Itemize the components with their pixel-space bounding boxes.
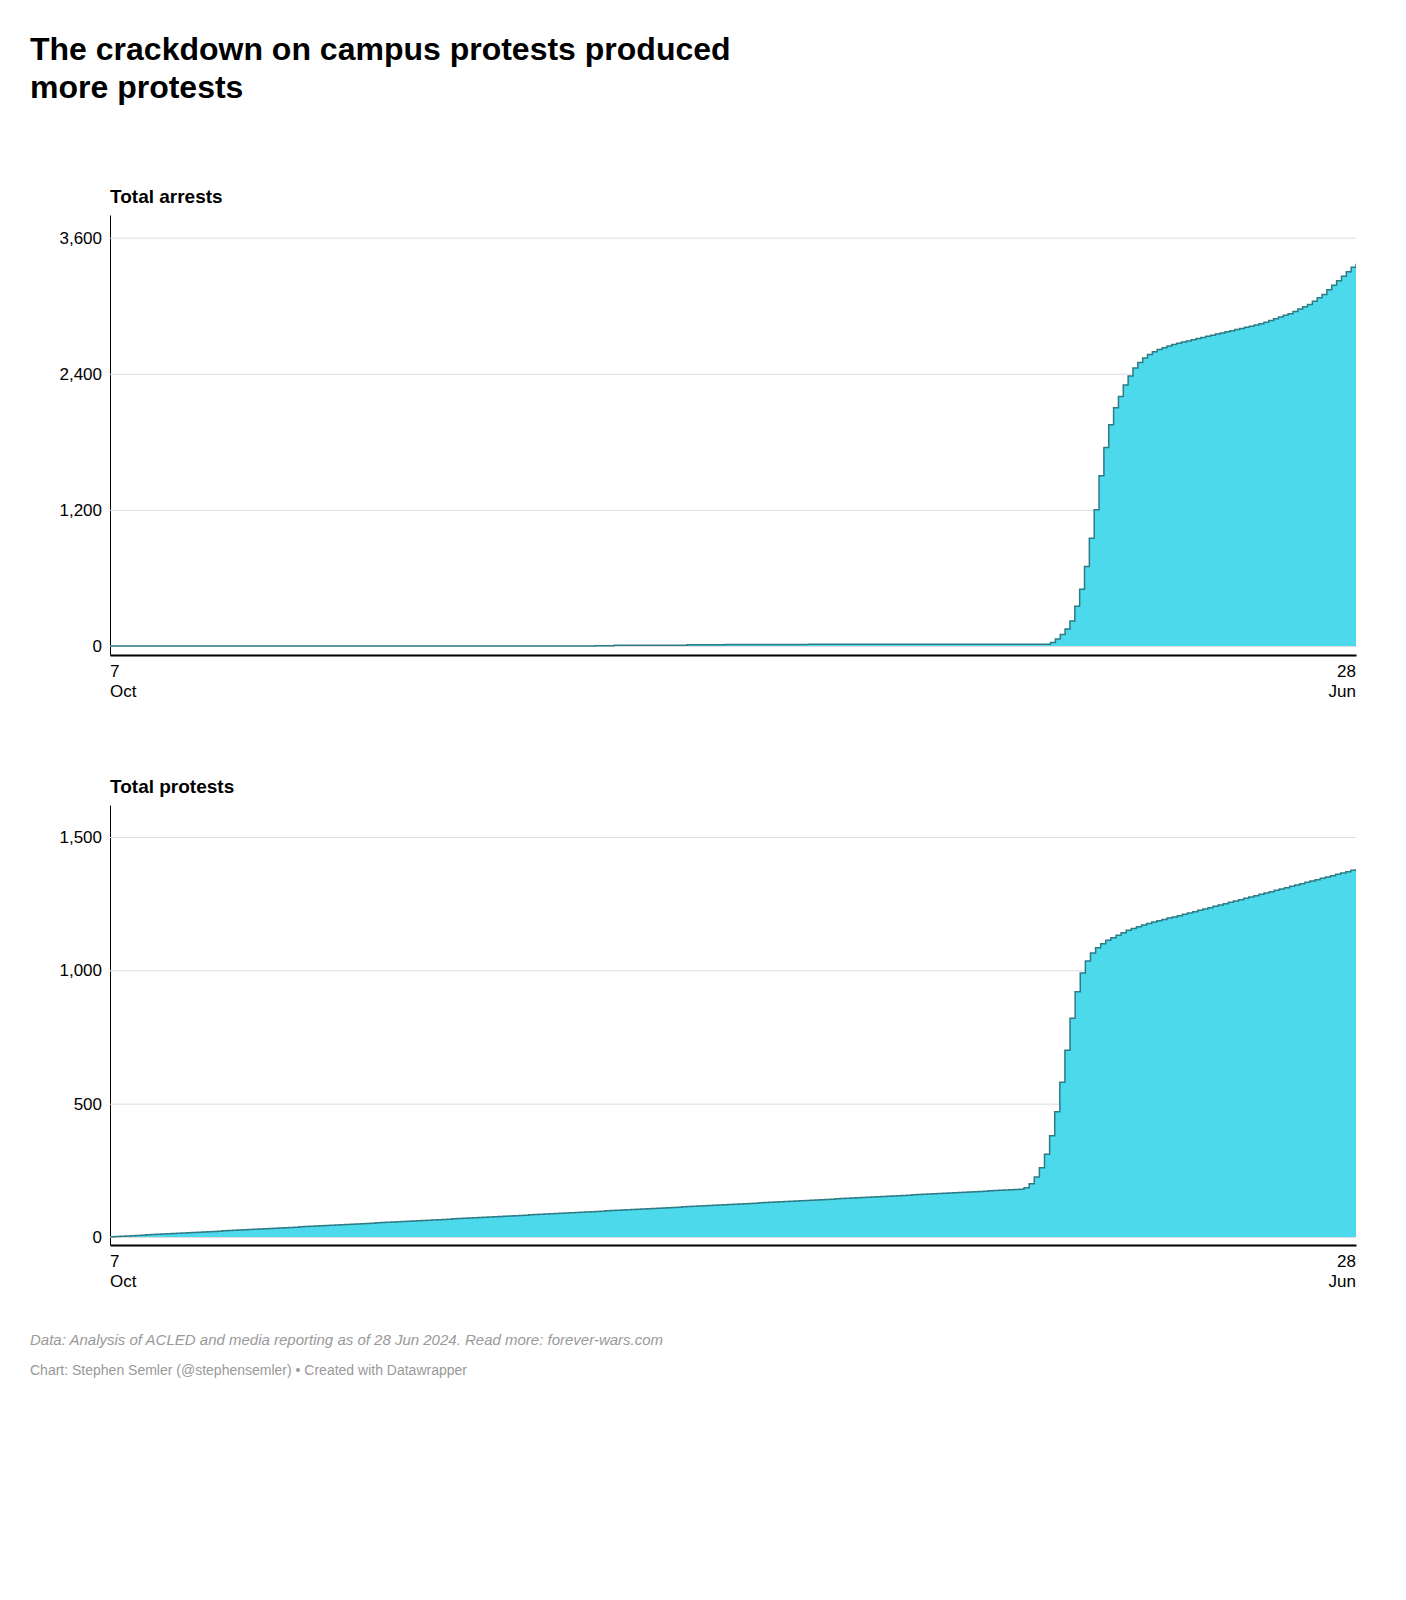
text-line: 28 xyxy=(1337,1252,1356,1271)
grid-line xyxy=(110,238,1356,239)
x-end-label: 28Jun xyxy=(1329,1252,1356,1291)
x-end-label: 7Oct xyxy=(110,662,137,701)
x-axis xyxy=(111,1245,1357,1246)
y-axis-line xyxy=(110,216,111,656)
grid-line xyxy=(110,837,1356,838)
panel: 0 1,200 2,400 3,600 Total arrests 7Oct 28Jun xyxy=(59,186,1356,701)
plot-area xyxy=(110,264,1356,646)
y-tick-label: 1,000 xyxy=(59,961,102,980)
y-tick-label: 1,200 xyxy=(59,501,102,520)
panel: 0 500 1,000 1,500 Total protests 7Oct 28Jun Dat… xyxy=(30,776,1357,1378)
y-tick-label: 0 xyxy=(93,1228,102,1247)
text-line: Data: Analysis of ACLED and media report… xyxy=(30,1331,663,1348)
text-line: 7 xyxy=(110,662,119,681)
area xyxy=(110,264,1356,646)
text-line: 28 xyxy=(1337,662,1356,681)
y-axis: 0 1,200 2,400 3,600 xyxy=(59,216,1356,656)
chart-root: The crackdown on campus protests produce… xyxy=(0,0,1406,1600)
text-line: The crackdown on campus protests produce… xyxy=(30,31,731,67)
chart-title: The crackdown on campus protests produce… xyxy=(30,31,731,105)
plot-area xyxy=(110,869,1356,1237)
y-tick-label: 500 xyxy=(74,1095,102,1114)
y-axis-title: Total arrests xyxy=(110,186,223,207)
y-axis: 0 500 1,000 1,500 xyxy=(59,806,1356,1247)
y-axis-line xyxy=(110,806,111,1246)
text-line: Jun xyxy=(1329,682,1356,701)
line xyxy=(110,264,1356,646)
text-line: Oct xyxy=(110,1272,137,1291)
line xyxy=(110,869,1356,1237)
text-line: Oct xyxy=(110,682,137,701)
y-tick-label: 1,500 xyxy=(59,828,102,847)
area xyxy=(110,869,1356,1237)
text-line: Chart: Stephen Semler (@stephensemler) •… xyxy=(30,1362,467,1378)
x-axis-line xyxy=(111,655,1357,657)
y-axis-title: Total protests xyxy=(110,776,234,797)
grid-line xyxy=(110,1237,1356,1238)
x-end-label: 7Oct xyxy=(110,1252,137,1291)
footnote: Chart: Stephen Semler (@stephensemler) •… xyxy=(30,1362,467,1378)
y-tick: 1,500 xyxy=(59,828,1356,847)
x-axis xyxy=(111,655,1357,656)
text-line: 7 xyxy=(110,1252,119,1271)
text-line: Jun xyxy=(1329,1272,1356,1291)
y-tick-label: 3,600 xyxy=(59,229,102,248)
text-line: more protests xyxy=(30,69,243,105)
y-tick: 3,600 xyxy=(59,229,1356,248)
x-end-label: 28Jun xyxy=(1329,662,1356,701)
x-axis-line xyxy=(111,1245,1357,1247)
y-tick-label: 0 xyxy=(93,637,102,656)
footnote: Data: Analysis of ACLED and media report… xyxy=(30,1331,663,1348)
y-tick-label: 2,400 xyxy=(59,365,102,384)
